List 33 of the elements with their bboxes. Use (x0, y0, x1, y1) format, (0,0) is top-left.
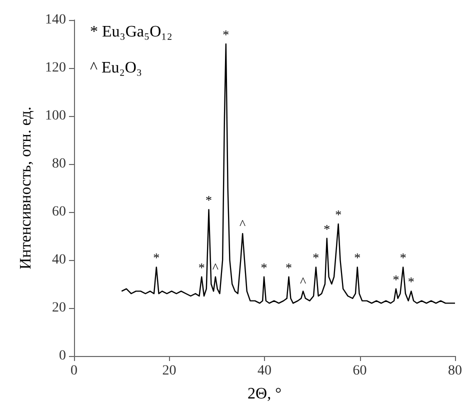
x-tick-label: 40 (258, 364, 272, 378)
y-tick-label: 0 (59, 348, 66, 364)
y-tick-label: 120 (45, 60, 66, 76)
annotation: * (286, 260, 292, 275)
y-tick-label: 40 (52, 252, 66, 268)
x-tick-label: 60 (352, 364, 367, 378)
annotation: * Eu₃Ga₅O₁₂ (90, 24, 172, 40)
annotation: * (198, 260, 205, 275)
y-axis-title: Интенсивность, отн. ед. (18, 106, 34, 270)
x-tick-label: 0 (70, 364, 78, 378)
y-tick-label: 60 (52, 204, 66, 220)
annotation: ^ Eu₂O₃ (90, 60, 142, 76)
annotation: * (335, 207, 342, 222)
y-tick-label: 140 (45, 12, 66, 28)
annotation: * (408, 274, 414, 290)
x-tick-label: 20 (162, 364, 176, 378)
annotation: ^ (240, 216, 246, 232)
annotation: * (206, 192, 212, 208)
y-tick-label: 100 (45, 108, 66, 124)
annotation: * (400, 250, 406, 266)
annotation: * (392, 272, 400, 287)
annotation: * (354, 250, 361, 266)
annotation: ^ (212, 260, 218, 275)
y-tick-label: 80 (52, 156, 66, 172)
x-tick-label: 80 (448, 364, 462, 378)
annotation: * (324, 221, 330, 236)
x-axis-title: 2Θ, ° (248, 386, 282, 402)
annotation: ^ (300, 274, 306, 290)
y-tick-label: 20 (52, 300, 66, 316)
annotation: * (153, 250, 160, 266)
annotation: * (222, 27, 230, 42)
annotation: * (312, 250, 320, 266)
annotation: * (260, 260, 268, 275)
